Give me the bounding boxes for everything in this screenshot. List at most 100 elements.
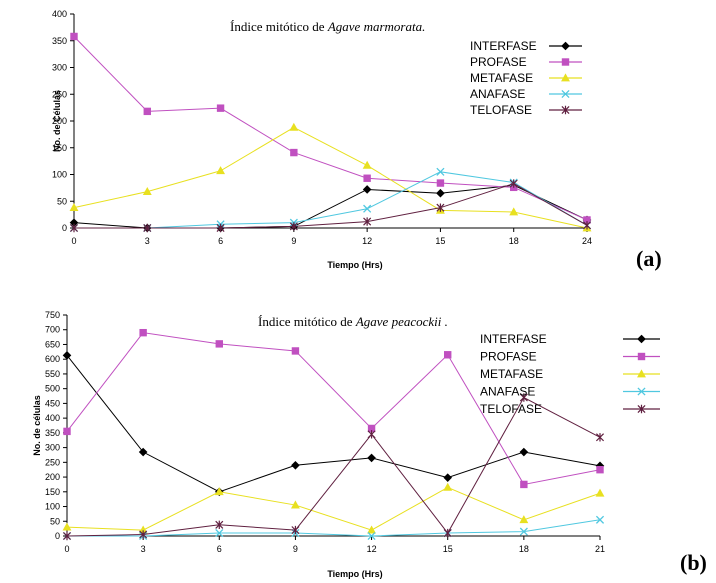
chart-1-data-point — [216, 104, 225, 112]
chart-1-data-point — [436, 167, 445, 176]
chart-1-legend-item: PROFASE — [470, 55, 582, 69]
chart-2-data-point — [520, 480, 528, 489]
chart-2-title: Índice mitótico de Agave peacockii . — [258, 314, 448, 329]
chart-2-x-tick-label: 18 — [519, 544, 529, 554]
chart-1-y-tick-label: 350 — [52, 36, 67, 46]
chart-2-data-point — [215, 520, 224, 530]
chart-1-data-point — [509, 179, 518, 188]
chart-2-data-point — [215, 340, 223, 348]
chart-2-panel-label: (b) — [680, 550, 707, 575]
chart-2-x-tick-label: 6 — [217, 544, 222, 554]
chart-2-x-tick-label: 21 — [595, 544, 605, 554]
chart-1-data-point — [363, 217, 372, 226]
chart-2-legend-label: INTERFASE — [480, 332, 547, 346]
chart-1-y-axis-label: No. de Células — [52, 90, 62, 152]
chart-1-data-point — [509, 207, 519, 216]
chart-2-series-telofase — [62, 393, 605, 541]
chart-2-y-tick-label: 0 — [55, 531, 60, 541]
chart-2-y-tick-label: 100 — [45, 502, 60, 512]
chart-2-data-point — [291, 347, 300, 355]
chart-2-legend-marker — [637, 404, 646, 414]
chart-1-series-line — [74, 171, 588, 229]
chart-1-data-point — [436, 203, 445, 212]
chart-2-legend-label: PROFASE — [480, 350, 537, 364]
chart-1-legend-item: INTERFASE — [470, 39, 582, 53]
chart-2-y-tick-label: 700 — [45, 325, 60, 335]
chart-2-series-line — [66, 396, 601, 537]
chart-1-data-point — [290, 148, 298, 157]
chart-2-y-tick-label: 350 — [45, 428, 60, 438]
chart-1-title-text: Índice mitótico de — [230, 19, 328, 34]
chart-2-data-point — [519, 515, 529, 524]
chart-1-y-tick-label: 150 — [52, 143, 67, 153]
chart-2-data-point — [63, 427, 71, 436]
chart-1-legend-marker — [561, 41, 570, 51]
chart-2-legend-item: INTERFASE — [480, 332, 660, 346]
chart-1-series-line — [73, 36, 588, 221]
chart-1-legend-marker — [561, 105, 570, 115]
chart-1-legend-item: ANAFASE — [470, 87, 582, 101]
chart-2-data-point — [215, 528, 224, 538]
chart-2-y-tick-label: 750 — [45, 310, 60, 320]
chart-2-data-point — [519, 527, 528, 536]
chart-2-y-tick-label: 200 — [45, 472, 60, 482]
chart-1-x-tick-label: 9 — [291, 236, 296, 246]
chart-2-series-interfase — [62, 351, 605, 497]
chart-2-data-point — [290, 500, 300, 509]
chart-1-legend: INTERFASE PROFASE METAFASE ANAFASE TELOFASE — [470, 39, 582, 117]
chart-2-legend-marker — [637, 334, 646, 344]
chart-1-data-point — [363, 174, 371, 182]
chart-1-series-anafase — [69, 167, 592, 233]
chart-2-x-axis-label: Tiempo (Hrs) — [327, 569, 382, 579]
chart-1-data-point — [143, 107, 151, 116]
chart-1-series-line — [73, 184, 588, 229]
chart-2-data-point — [519, 393, 528, 402]
chart-2-y-tick-label: 550 — [45, 369, 60, 379]
chart-1-series-line — [73, 126, 588, 229]
chart-1-legend-item: METAFASE — [470, 71, 582, 85]
chart-2-legend-item: ANAFASE — [480, 385, 660, 399]
chart-2-x-tick-label: 3 — [141, 544, 146, 554]
chart-1-y-tick-label: 200 — [52, 116, 67, 126]
chart-2-series-profase — [63, 328, 604, 489]
chart-2-data-point — [62, 351, 72, 360]
chart-2-data-point — [62, 522, 72, 531]
chart-1-x-tick-label: 6 — [218, 236, 223, 246]
chart-1-series-profase — [70, 32, 591, 224]
chart-2-legend-item: TELOFASE — [480, 402, 660, 416]
chart-1-legend-item: TELOFASE — [470, 103, 582, 117]
chart-1-x-tick-label: 0 — [71, 236, 76, 246]
chart-1-series-line — [74, 183, 588, 229]
chart-2-data-point — [367, 531, 376, 541]
chart-2-series-line — [66, 332, 601, 485]
chart-2-legend-marker — [637, 387, 646, 396]
chart-1-y-tick-label: 50 — [57, 196, 67, 206]
chart-1-legend-label: PROFASE — [470, 55, 527, 69]
chart-2-title-text: Índice mitótico de — [258, 314, 356, 329]
chart-2-data-point — [595, 515, 605, 524]
chart-1-legend-label: INTERFASE — [470, 39, 537, 53]
chart-1-data-point — [436, 179, 445, 187]
chart-1-y-tick-label: 300 — [52, 63, 67, 73]
chart-1-series-telofase — [69, 179, 592, 233]
chart-2-legend: INTERFASE PROFASE METAFASE ANAFASE TELOFASE — [480, 332, 660, 416]
chart-2-y-tick-label: 300 — [45, 443, 60, 453]
chart-1-title-species: Agave marmorata. — [327, 19, 426, 34]
chart-2-data-point — [62, 531, 72, 541]
chart-2-y-tick-label: 150 — [45, 487, 60, 497]
chart-2-data-point — [367, 453, 376, 463]
chart-2-y-tick-label: 450 — [45, 398, 60, 408]
chart-1-series-metafase — [69, 122, 592, 232]
chart-1-panel-label: (a) — [636, 246, 662, 271]
chart-2-data-point — [443, 528, 452, 538]
chart-1-legend-marker — [561, 89, 570, 99]
chart-1-data-point — [582, 221, 592, 230]
chart-2-y-axis-label: No. de células — [32, 395, 42, 456]
chart-1-x-tick-label: 15 — [435, 236, 445, 246]
chart-2-y-tick-label: 50 — [50, 516, 60, 526]
chart-1-data-point — [70, 32, 78, 41]
chart-1-x-tick-label: 18 — [509, 236, 519, 246]
chart-2-series-line — [67, 519, 601, 537]
chart-1-data-point — [289, 222, 298, 231]
